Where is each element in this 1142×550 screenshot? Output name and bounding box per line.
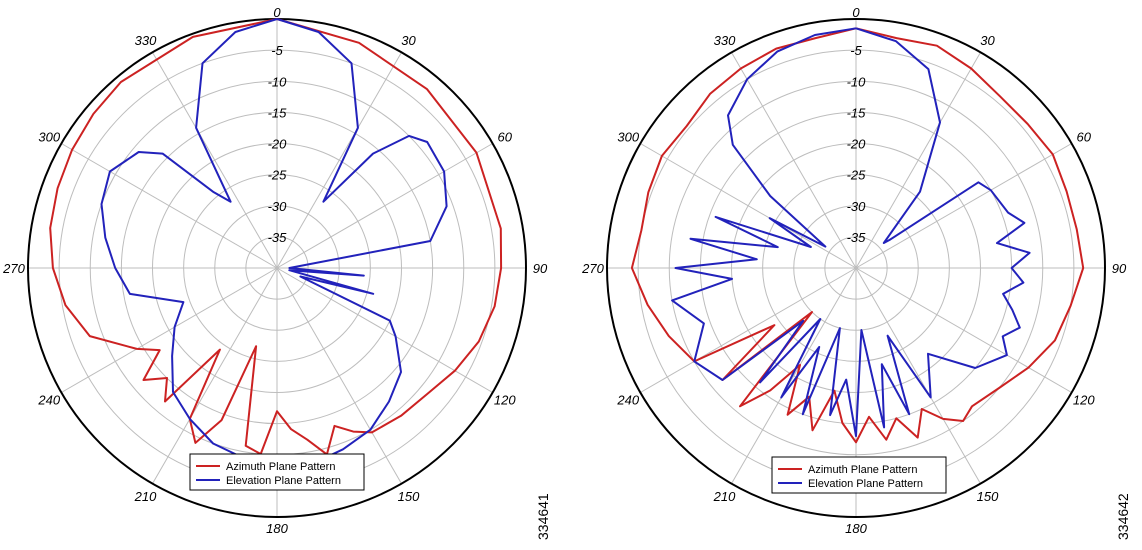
radial-tick-label: -30 xyxy=(847,199,867,214)
radial-tick-label: -20 xyxy=(847,137,867,152)
grid-spoke xyxy=(276,267,493,393)
grid-spoke xyxy=(855,267,981,484)
radial-tick-label: -10 xyxy=(847,74,867,89)
angle-tick-label: 90 xyxy=(1112,261,1127,276)
grid-spoke xyxy=(61,267,278,393)
azimuth-trace xyxy=(630,27,1085,444)
angle-tick-label: 240 xyxy=(616,393,639,408)
radial-tick-label: -15 xyxy=(847,105,867,120)
radial-tick-label: -25 xyxy=(268,168,288,183)
angle-tick-label: 240 xyxy=(37,393,60,408)
legend-label: Elevation Plane Pattern xyxy=(226,475,341,487)
grid-spoke xyxy=(276,143,493,269)
radial-tick-label: -25 xyxy=(847,168,867,183)
grid-spoke xyxy=(855,52,981,269)
angle-tick-label: 0 xyxy=(273,5,281,20)
radial-tick-label: -35 xyxy=(847,230,867,245)
angle-tick-label: 150 xyxy=(977,489,999,504)
angle-tick-label: 330 xyxy=(714,33,736,48)
angle-tick-label: 0 xyxy=(852,5,860,20)
radial-tick-label: -10 xyxy=(268,74,288,89)
grid-spoke xyxy=(276,52,402,269)
legend-label: Elevation Plane Pattern xyxy=(808,478,923,490)
angle-tick-label: 300 xyxy=(38,130,60,145)
azimuth-trace xyxy=(49,18,503,456)
angle-tick-label: 330 xyxy=(135,33,157,48)
angle-tick-label: 270 xyxy=(2,261,25,276)
angle-tick-label: 30 xyxy=(401,33,416,48)
polar-chart-1: -5 -10 -15 -20 -25 -30 -35 0 30 60 90 120 150 180 210 2… xyxy=(2,5,551,540)
grid-spoke xyxy=(152,52,278,269)
radial-tick-label: -30 xyxy=(268,199,288,214)
legend-box xyxy=(189,453,365,491)
grid-spoke xyxy=(855,143,1072,269)
grid-spoke xyxy=(640,143,857,269)
legend-label: Azimuth Plane Pattern xyxy=(808,464,917,476)
angle-tick-label: 150 xyxy=(398,489,420,504)
radial-tick-label: -5 xyxy=(850,43,862,58)
grid-spoke xyxy=(731,52,857,269)
radial-tick-label: -20 xyxy=(268,137,288,152)
angle-tick-label: 210 xyxy=(134,489,157,504)
angle-tick-label: 90 xyxy=(533,261,548,276)
angle-tick-label: 180 xyxy=(266,521,288,536)
angle-tick-label: 180 xyxy=(845,521,867,536)
grid-spoke xyxy=(276,267,402,484)
angle-tick-label: 60 xyxy=(498,130,513,145)
angle-tick-label: 270 xyxy=(581,261,604,276)
angle-tick-label: 60 xyxy=(1077,130,1092,145)
elevation-trace xyxy=(671,27,1031,438)
polar-chart-2: -5 -10 -15 -20 -25 -30 -35 0 30 60 90 120 150 180 210 2… xyxy=(581,5,1131,540)
figure-id: 334641 xyxy=(535,493,551,540)
angle-tick-label: 30 xyxy=(980,33,995,48)
radial-tick-label: -35 xyxy=(268,230,288,245)
grid-spoke xyxy=(640,267,857,393)
radial-tick-label: -15 xyxy=(268,105,288,120)
grid-spoke xyxy=(731,267,857,484)
angle-tick-label: 210 xyxy=(713,489,736,504)
legend-box xyxy=(771,456,947,494)
legend: Azimuth Plane Pattern Elevation Plane Pat… xyxy=(771,456,947,494)
grid-spoke xyxy=(152,267,278,484)
angle-tick-label: 120 xyxy=(1073,393,1095,408)
radial-tick-label: -5 xyxy=(271,43,283,58)
figure-id: 334642 xyxy=(1115,493,1131,540)
outer-ring xyxy=(606,18,1106,518)
angle-tick-label: 120 xyxy=(494,393,516,408)
grid-spoke xyxy=(61,143,278,269)
grid-spoke xyxy=(855,267,1072,393)
legend: Azimuth Plane Pattern Elevation Plane Pat… xyxy=(189,453,365,491)
angle-tick-label: 300 xyxy=(617,130,639,145)
legend-label: Azimuth Plane Pattern xyxy=(226,461,335,473)
